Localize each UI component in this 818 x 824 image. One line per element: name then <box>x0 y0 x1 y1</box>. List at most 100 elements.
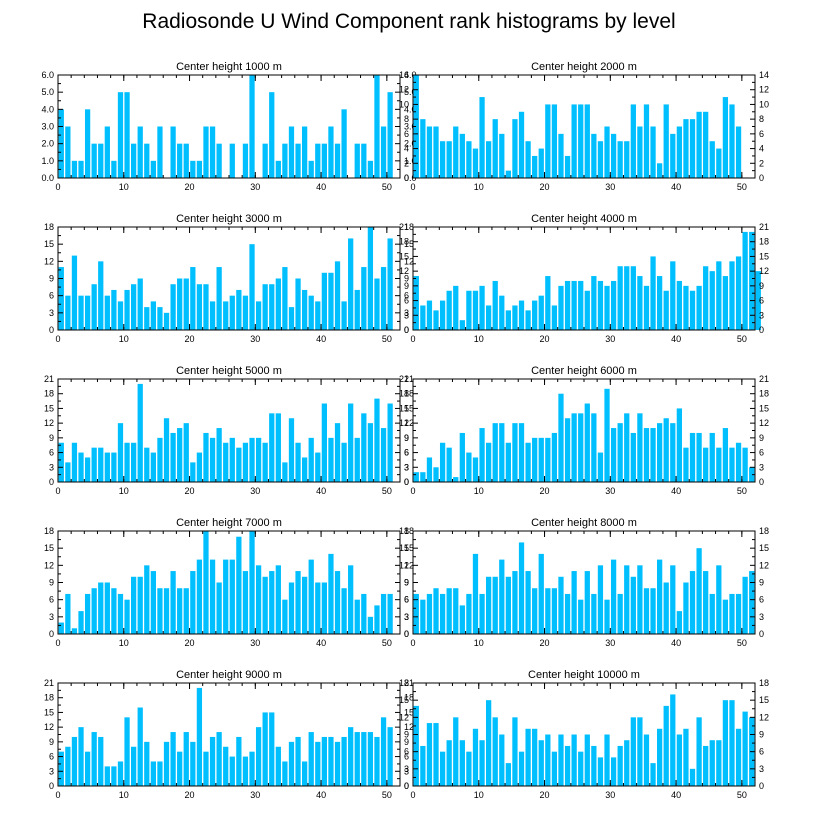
y-tick-label: 9 <box>759 433 764 443</box>
x-tick-label: 50 <box>737 182 747 192</box>
bar <box>643 428 650 482</box>
y-tick-label: 12 <box>399 560 409 570</box>
bar <box>591 413 597 482</box>
bar <box>288 126 295 178</box>
y-tick-label: 2.0 <box>404 139 417 149</box>
bar <box>729 104 735 178</box>
y-tick-label: 21 <box>399 374 409 384</box>
panel-title: Center height 8000 m <box>531 517 637 529</box>
y-tick-label: 15 <box>404 403 414 413</box>
y-tick-label: 12 <box>404 256 414 266</box>
y-tick-label: 6 <box>759 296 764 306</box>
bar <box>354 289 360 330</box>
bar <box>637 276 643 330</box>
bar <box>657 559 663 634</box>
bar <box>117 593 124 634</box>
bar <box>696 432 702 482</box>
bar <box>348 565 354 634</box>
bar <box>209 126 216 178</box>
bar <box>196 687 203 786</box>
bar <box>643 285 650 330</box>
y-tick-label: 6 <box>759 448 764 458</box>
bar <box>78 611 84 634</box>
bar <box>255 727 262 786</box>
bar <box>479 740 485 786</box>
bar <box>374 736 380 786</box>
bar <box>459 320 465 330</box>
bar <box>190 571 196 634</box>
x-tick-label: 50 <box>382 638 392 648</box>
y-tick-label: 6 <box>759 129 764 139</box>
y-tick-label: 0 <box>49 629 54 639</box>
bar <box>315 741 321 786</box>
bar <box>249 751 255 786</box>
bar <box>696 717 702 786</box>
y-tick-label: 12 <box>44 418 54 428</box>
bar <box>650 126 656 178</box>
bar <box>591 593 597 634</box>
panel-1: Center height 1000 m 0.0 0.0 1.0 1.0 2.0 2.0 3.… <box>41 61 416 192</box>
bar <box>703 571 709 634</box>
x-tick-label: 40 <box>316 182 326 192</box>
x-tick-label: 50 <box>382 334 392 344</box>
x-tick-label: 20 <box>185 182 195 192</box>
bar <box>150 452 156 482</box>
bar <box>643 588 650 634</box>
y-tick-label: 18 <box>44 526 54 536</box>
bar <box>229 143 235 178</box>
bar <box>499 734 505 786</box>
bar <box>196 452 203 482</box>
bar <box>716 148 722 178</box>
bar <box>131 143 137 178</box>
y-tick-label: 21 <box>399 222 409 232</box>
bar <box>486 700 492 786</box>
bar <box>446 141 452 178</box>
bar <box>551 432 558 482</box>
bar <box>426 300 433 330</box>
x-tick-label: 40 <box>671 486 681 496</box>
bar <box>439 300 446 330</box>
bar <box>584 734 590 786</box>
bar <box>255 565 262 634</box>
panel-title: Center height 2000 m <box>531 61 637 73</box>
bar <box>683 285 689 330</box>
bar <box>676 734 682 786</box>
bar <box>387 92 393 178</box>
bar <box>742 447 748 482</box>
bar <box>117 761 124 786</box>
bar <box>466 751 472 786</box>
bar <box>65 746 71 786</box>
bar <box>84 457 91 482</box>
bar <box>111 160 117 178</box>
x-tick-label: 30 <box>250 182 260 192</box>
bar <box>538 553 544 634</box>
bar <box>98 143 104 178</box>
bar <box>657 276 663 330</box>
bar <box>78 160 84 178</box>
y-tick-label: 0 <box>404 173 409 183</box>
bar <box>262 284 268 330</box>
bar <box>361 593 367 634</box>
bar <box>518 751 525 786</box>
y-tick-label: 18 <box>404 526 414 536</box>
bar <box>657 423 663 482</box>
bar <box>308 160 314 178</box>
bar <box>709 141 715 178</box>
bar <box>446 588 452 634</box>
bar <box>709 740 715 786</box>
bar <box>137 576 143 634</box>
bar <box>492 717 498 786</box>
y-tick-label: 4.0 <box>404 104 417 114</box>
x-tick-label: 0 <box>410 638 415 648</box>
bar <box>650 588 656 634</box>
y-tick-label: 9 <box>404 274 409 284</box>
bar <box>578 280 584 330</box>
bar <box>505 442 511 482</box>
y-tick-label: 21 <box>44 678 54 688</box>
bar <box>203 432 209 482</box>
bar <box>696 111 702 178</box>
y-tick-label: 14 <box>399 70 409 80</box>
y-tick-label: 12 <box>404 418 414 428</box>
y-tick-label: 3 <box>759 310 764 320</box>
